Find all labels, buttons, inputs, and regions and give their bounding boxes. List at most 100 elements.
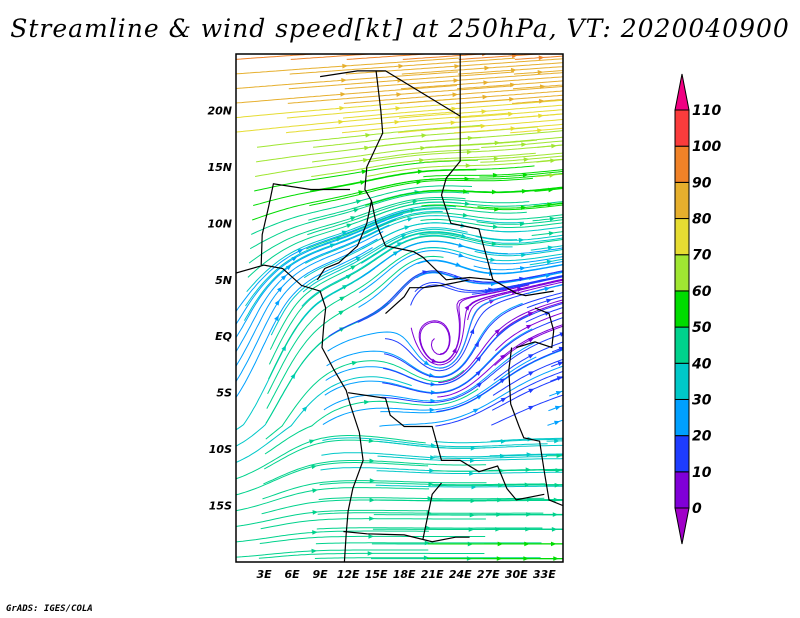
streamline-arrow xyxy=(350,265,357,270)
streamline-arrow xyxy=(550,541,557,547)
streamline-arrow xyxy=(460,233,467,239)
streamline-arrow xyxy=(537,70,544,75)
streamline-arrow xyxy=(483,80,489,86)
streamline-arrow xyxy=(346,223,353,229)
streamline xyxy=(437,324,563,398)
streamline-arrow xyxy=(528,371,535,376)
coastline-border xyxy=(320,70,461,117)
streamline xyxy=(566,132,573,133)
colorbar-swatch xyxy=(674,109,690,147)
coastline-border xyxy=(260,183,350,266)
colorbar-label: 10 xyxy=(692,465,712,481)
streamline-arrow xyxy=(548,231,555,236)
streamline-arrow xyxy=(470,42,476,47)
streamline-arrow xyxy=(341,78,347,83)
streamline-arrow xyxy=(339,105,345,111)
streamline xyxy=(236,54,320,60)
streamline xyxy=(322,356,537,426)
streamline-arrow xyxy=(355,199,362,205)
x-tick-label: 3E xyxy=(256,568,272,581)
streamline-arrow xyxy=(340,92,346,97)
streamline-arrow xyxy=(551,527,558,532)
streamline-arrow xyxy=(475,355,482,362)
streamline-arrow xyxy=(565,116,571,121)
streamline-arrow xyxy=(410,208,416,213)
streamline-arrow xyxy=(549,173,555,178)
streamline-arrow xyxy=(364,145,370,151)
streamline-arrow xyxy=(358,190,365,195)
streamline-arrow xyxy=(547,245,554,251)
streamline xyxy=(547,419,563,426)
streamline-arrow xyxy=(481,109,488,114)
streamline xyxy=(236,213,404,326)
streamline xyxy=(311,152,536,177)
streamline-arrow xyxy=(518,237,525,243)
streamline-arrow xyxy=(480,123,487,129)
streamline-arrow xyxy=(312,530,318,535)
colorbar-label: 70 xyxy=(692,248,712,264)
streamline-arrow xyxy=(519,221,526,227)
streamline-arrow xyxy=(396,242,403,247)
streamline-arrow xyxy=(555,468,562,473)
streamline-arrow xyxy=(338,310,345,316)
streamline-arrow xyxy=(358,42,364,47)
x-tick-label: 18E xyxy=(393,568,416,581)
streamline xyxy=(568,103,575,104)
streamline-arrow xyxy=(274,299,280,306)
streamline-arrow xyxy=(355,256,362,262)
streamline-arrow xyxy=(500,354,506,360)
streamline-arrow xyxy=(553,497,560,503)
streamline-arrow xyxy=(431,358,438,363)
colorbar-label: 0 xyxy=(692,501,702,517)
streamline-arrow xyxy=(559,332,563,337)
streamline-arrow xyxy=(567,87,573,92)
streamline-arrow xyxy=(491,241,498,247)
coastline-border xyxy=(385,279,470,315)
streamline-arrow xyxy=(490,257,496,263)
streamline-arrow xyxy=(550,158,556,164)
streamline-arrow xyxy=(464,304,470,311)
streamline-arrow xyxy=(369,458,375,464)
streamline-arrow xyxy=(525,467,532,473)
streamline-arrow xyxy=(338,119,344,125)
streamline-arrow xyxy=(416,180,422,185)
x-tick-label: 9E xyxy=(312,568,328,581)
y-axis: 20N 15N 10N 5N EQ 5S 10S 15S xyxy=(207,104,232,512)
colorbar-swatch xyxy=(674,471,690,509)
streamline-arrow xyxy=(476,394,483,400)
streamline xyxy=(455,94,563,104)
streamline-arrow xyxy=(526,324,532,330)
plot-title: Streamline & wind speed[kt] at 250hPa, V… xyxy=(10,14,790,43)
streamline-arrow xyxy=(523,556,529,561)
streamline-arrow xyxy=(549,216,556,222)
y-tick-label: 15N xyxy=(207,161,232,174)
colorbar-over-arrow xyxy=(674,73,690,111)
colorbar-swatch xyxy=(674,290,690,328)
streamline-arrow xyxy=(469,328,475,335)
streamline-arrow xyxy=(277,286,283,293)
colorbar-label: 80 xyxy=(692,212,712,228)
y-tick-label: 10S xyxy=(209,443,232,456)
streamline xyxy=(536,159,563,163)
streamline-arrow xyxy=(511,54,518,59)
colorbar-swatch xyxy=(674,145,690,183)
streamline xyxy=(516,43,549,45)
streamline xyxy=(551,347,563,353)
colorbar-swatch xyxy=(674,362,690,400)
map-frame xyxy=(235,53,564,563)
streamline-arrow xyxy=(398,63,404,69)
streamline-arrow xyxy=(552,512,559,517)
streamline-arrow xyxy=(427,496,434,501)
streamline xyxy=(552,333,563,338)
streamline xyxy=(285,112,512,134)
streamline-arrow xyxy=(509,97,515,102)
streamline-arrow xyxy=(428,481,434,487)
credit-label: GrADS: IGES/COLA xyxy=(6,604,93,614)
y-tick-label: EQ xyxy=(215,330,232,343)
streamline-arrow xyxy=(524,541,530,547)
streamline-arrow xyxy=(476,382,483,388)
streamline-arrow xyxy=(522,172,529,178)
colorbar-swatch xyxy=(674,218,690,256)
streamline-arrow xyxy=(528,354,534,359)
